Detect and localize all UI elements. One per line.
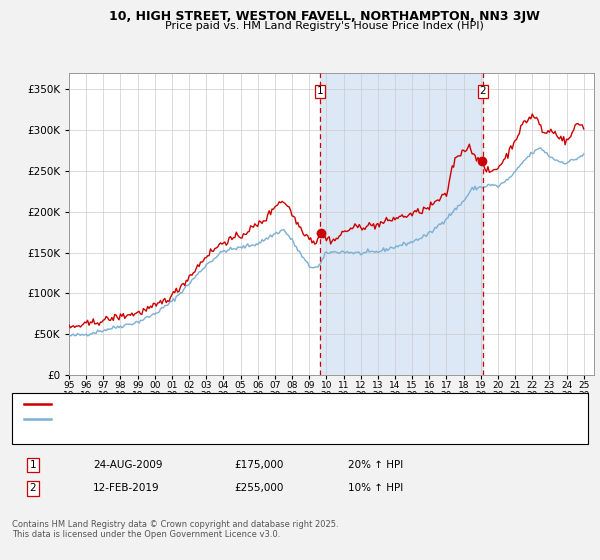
Text: 2: 2 <box>29 483 37 493</box>
Text: 20% ↑ HPI: 20% ↑ HPI <box>348 460 403 470</box>
Text: 10% ↑ HPI: 10% ↑ HPI <box>348 483 403 493</box>
Text: 10, HIGH STREET, WESTON FAVELL, NORTHAMPTON, NN3 3JW: 10, HIGH STREET, WESTON FAVELL, NORTHAMP… <box>109 10 539 22</box>
Bar <box>320 73 483 375</box>
Text: Price paid vs. HM Land Registry's House Price Index (HPI): Price paid vs. HM Land Registry's House … <box>164 21 484 31</box>
Text: £255,000: £255,000 <box>234 483 283 493</box>
Text: Contains HM Land Registry data © Crown copyright and database right 2025.
This d: Contains HM Land Registry data © Crown c… <box>12 520 338 539</box>
Text: 12-FEB-2019: 12-FEB-2019 <box>93 483 160 493</box>
Text: 1: 1 <box>317 86 323 96</box>
Text: £175,000: £175,000 <box>234 460 283 470</box>
Text: 24-AUG-2009: 24-AUG-2009 <box>93 460 163 470</box>
Text: HPI: Average price, semi-detached house, West Northamptonshire: HPI: Average price, semi-detached house,… <box>55 414 385 424</box>
Text: 1: 1 <box>29 460 37 470</box>
Text: 2: 2 <box>479 86 486 96</box>
Text: 10, HIGH STREET, WESTON FAVELL, NORTHAMPTON, NN3 3JW (semi-detached house): 10, HIGH STREET, WESTON FAVELL, NORTHAMP… <box>55 399 481 409</box>
